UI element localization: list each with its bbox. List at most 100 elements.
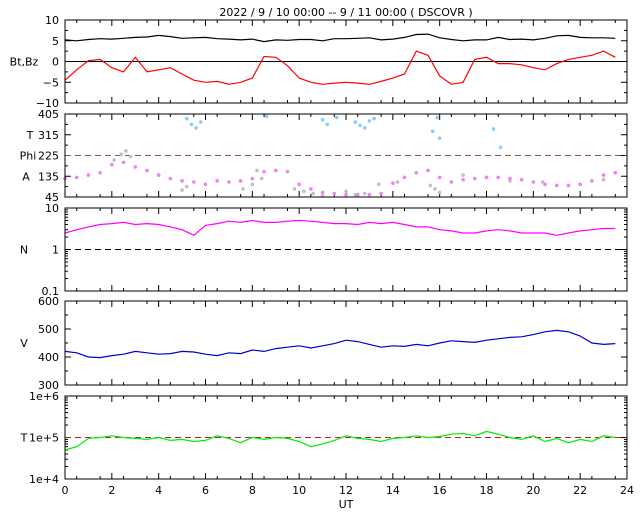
data-point-bt_angle — [302, 189, 306, 194]
y-tick-label: −10 — [36, 97, 59, 110]
y-tick-label: 300 — [38, 379, 59, 392]
data-point-bt_angle — [180, 188, 184, 192]
data-point-phi — [430, 129, 435, 134]
x-axis-label: UT — [339, 498, 354, 511]
data-point-a — [590, 179, 594, 183]
data-point-a — [508, 176, 512, 181]
data-point-a — [156, 173, 161, 177]
data-point-bt_angle — [344, 189, 348, 194]
data-point-a — [86, 173, 91, 177]
data-point-phi — [435, 115, 440, 120]
data-point-a — [449, 180, 454, 184]
data-point-a — [344, 192, 348, 197]
data-point-bt_angle — [124, 149, 128, 153]
y-axis-label: V — [20, 337, 28, 350]
data-point-a — [250, 176, 255, 181]
y-tick-label: 10 — [45, 202, 59, 215]
data-point-a — [437, 175, 442, 180]
y-axis-label-phi: Phi — [20, 150, 37, 163]
data-point-a — [414, 170, 419, 175]
data-point-bt_angle — [395, 180, 400, 184]
data-point-phi — [194, 126, 198, 130]
data-point-phi — [264, 114, 269, 119]
data-point-a — [461, 177, 465, 182]
data-point-bt_angle — [461, 173, 465, 177]
data-point-a — [180, 179, 184, 183]
y-tick-label: 0.1 — [42, 285, 60, 298]
x-tick-label: 14 — [386, 484, 400, 497]
data-point-bt_angle — [362, 191, 367, 196]
panel-frame — [64, 300, 628, 386]
data-point-bt_angle — [540, 180, 545, 184]
data-point-a — [121, 160, 126, 165]
y-axis-label-t: T — [26, 129, 34, 142]
data-point-bt_angle — [184, 184, 189, 189]
data-point-bt_angle — [119, 152, 123, 157]
x-tick-label: 0 — [62, 484, 69, 497]
data-point-phi — [325, 122, 330, 127]
y-tick-label: 135 — [38, 170, 59, 183]
data-point-phi — [320, 117, 325, 122]
y-tick-label: 1 — [52, 244, 59, 257]
data-point-a — [578, 182, 582, 187]
data-point-a — [426, 168, 430, 173]
data-point-a — [332, 191, 337, 196]
data-point-a — [379, 191, 383, 196]
data-point-a — [320, 190, 325, 195]
data-point-a — [203, 182, 208, 187]
data-point-a — [613, 170, 618, 175]
data-point-bt_angle — [433, 187, 437, 191]
x-tick-label: 20 — [526, 484, 540, 497]
data-point-a — [554, 183, 559, 188]
y-tick-label: 400 — [38, 351, 59, 364]
data-point-bt_angle — [128, 154, 133, 159]
data-point-a — [191, 180, 196, 184]
y-tick-label: 1e+6 — [29, 390, 59, 403]
data-point-a — [472, 176, 477, 181]
data-point-bt_angle — [112, 158, 116, 162]
data-point-a — [402, 175, 407, 180]
data-point-phi — [367, 119, 372, 123]
data-point-phi — [184, 116, 189, 121]
y-tick-label: 600 — [38, 295, 59, 308]
y-tick-label: 315 — [38, 129, 59, 142]
data-point-bt_angle — [428, 183, 433, 188]
data-point-a — [238, 179, 243, 183]
data-point-bt_angle — [311, 191, 316, 196]
data-point-a — [496, 175, 501, 180]
x-tick-label: 16 — [433, 484, 447, 497]
x-tick-label: 12 — [339, 484, 353, 497]
data-point-phi — [353, 120, 358, 124]
data-point-phi — [189, 122, 194, 127]
x-tick-label: 18 — [480, 484, 494, 497]
x-tick-label: 10 — [292, 484, 306, 497]
data-point-a — [543, 182, 547, 187]
data-point-bt_angle — [292, 187, 297, 191]
data-point-phi — [358, 123, 362, 128]
x-tick-label: 6 — [202, 484, 209, 497]
y-tick-label: 405 — [38, 108, 59, 121]
data-point-a — [262, 169, 266, 174]
data-point-a — [297, 182, 301, 187]
data-point-a — [110, 162, 114, 167]
series-line-t — [64, 430, 616, 451]
data-point-a — [145, 168, 149, 173]
y-axis-label-a: A — [22, 170, 30, 183]
data-point-phi — [498, 145, 503, 150]
data-point-bt_angle — [250, 182, 255, 187]
y-axis-label: T — [20, 432, 28, 445]
data-point-a — [285, 169, 290, 174]
y-tick-label: 1e+4 — [29, 473, 59, 486]
data-point-a — [74, 175, 79, 180]
y-tick-label: 45 — [45, 191, 59, 204]
panel-frame — [64, 395, 628, 480]
data-point-a — [391, 181, 395, 185]
x-tick-label: 4 — [155, 484, 162, 497]
y-tick-label: 1e+5 — [29, 432, 59, 445]
y-axis-label: N — [20, 244, 28, 257]
y-tick-label: 0 — [52, 56, 59, 69]
data-point-a — [215, 179, 220, 183]
data-point-a — [367, 192, 372, 197]
data-point-phi — [334, 115, 339, 120]
